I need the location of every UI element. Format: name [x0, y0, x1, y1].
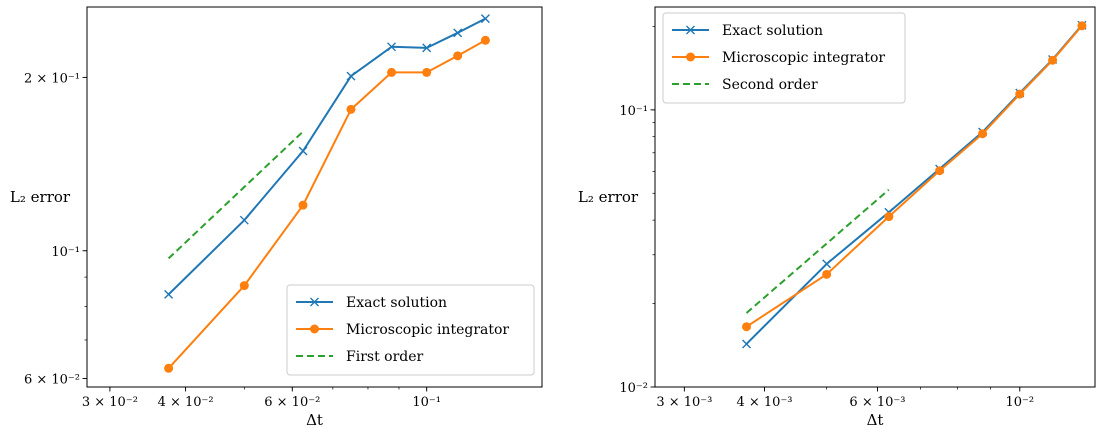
data-point	[1077, 21, 1087, 31]
legend-label: Exact solution	[346, 295, 447, 311]
x-tick-label: 10⁻²	[1005, 395, 1034, 410]
x-tick-label: 3 × 10⁻³	[656, 395, 712, 410]
data-point	[742, 339, 752, 349]
legend-label: Microscopic integrator	[722, 50, 885, 66]
y-axis-label: L₂ error	[578, 188, 639, 206]
data-point	[822, 269, 832, 279]
data-point	[164, 289, 174, 299]
legend-label: Exact solution	[722, 23, 823, 39]
series-line	[167, 130, 304, 260]
data-point	[298, 146, 308, 156]
x-tick-label: 6 × 10⁻²	[264, 395, 320, 410]
legend-marker	[686, 52, 695, 62]
x-tick-label: 3 × 10⁻²	[82, 395, 138, 410]
legend-frame	[286, 284, 535, 376]
x-axis-label: Δt	[867, 411, 884, 428]
data-point	[298, 200, 308, 210]
data-point	[453, 28, 463, 38]
plot-area	[742, 20, 1087, 349]
legend-marker	[310, 324, 319, 334]
data-point	[346, 71, 356, 81]
y-tick-label: 2 × 10⁻¹	[24, 71, 80, 86]
data-point	[164, 363, 174, 373]
y-tick-label: 10⁻¹	[51, 245, 80, 260]
legend-label: First order	[346, 349, 424, 365]
y-tick-label: 6 × 10⁻²	[24, 373, 80, 388]
y-tick-label: 10⁻¹	[619, 104, 648, 119]
data-point	[935, 166, 945, 176]
data-point	[742, 322, 752, 332]
series-line	[745, 188, 890, 314]
x-axis-label: Δt	[306, 411, 323, 428]
legend-marker	[310, 297, 319, 307]
legend-marker	[686, 25, 695, 35]
y-tick-label: 10⁻²	[619, 381, 648, 396]
legend-label: Second order	[722, 77, 818, 93]
data-point	[422, 67, 432, 77]
data-point	[884, 212, 894, 222]
data-point	[387, 42, 397, 52]
legend-frame	[662, 12, 906, 104]
y-axis-label: L₂ error	[10, 188, 71, 206]
data-point	[453, 51, 463, 61]
series-line	[167, 17, 486, 296]
x-tick-label: 10⁻¹	[412, 395, 441, 410]
plot-area	[164, 14, 490, 373]
x-tick-label: 4 × 10⁻³	[736, 395, 792, 410]
data-point	[978, 129, 988, 139]
data-point	[239, 281, 249, 291]
data-point	[480, 14, 490, 24]
plot-frame	[654, 6, 1096, 388]
data-point	[480, 35, 490, 45]
chart-panel-right: 3 × 10⁻³ 4 × 10⁻³ 6 × 10⁻³ 10⁻² 10⁻² 10⁻¹ Δt L₂…	[578, 6, 1096, 428]
legend-label: Microscopic integrator	[346, 322, 509, 338]
series-line	[745, 25, 1083, 328]
data-point	[239, 215, 249, 225]
data-point	[346, 104, 356, 114]
data-point	[422, 43, 432, 53]
data-point	[1048, 55, 1058, 65]
data-point	[1015, 89, 1025, 99]
x-tick-label: 4 × 10⁻²	[158, 395, 214, 410]
legend: Exact solution Microscopic integrator Firs…	[286, 284, 535, 376]
plot-frame	[86, 6, 543, 388]
data-point	[387, 67, 397, 77]
data-point	[822, 259, 832, 269]
chart-panel-left: 3 × 10⁻² 4 × 10⁻² 6 × 10⁻² 10⁻¹ 6 × 10⁻² 10⁻¹…	[10, 6, 543, 428]
legend: Exact solution Microscopic integrator Seco…	[662, 12, 906, 104]
series-line	[167, 39, 486, 369]
x-tick-label: 6 × 10⁻³	[849, 395, 905, 410]
